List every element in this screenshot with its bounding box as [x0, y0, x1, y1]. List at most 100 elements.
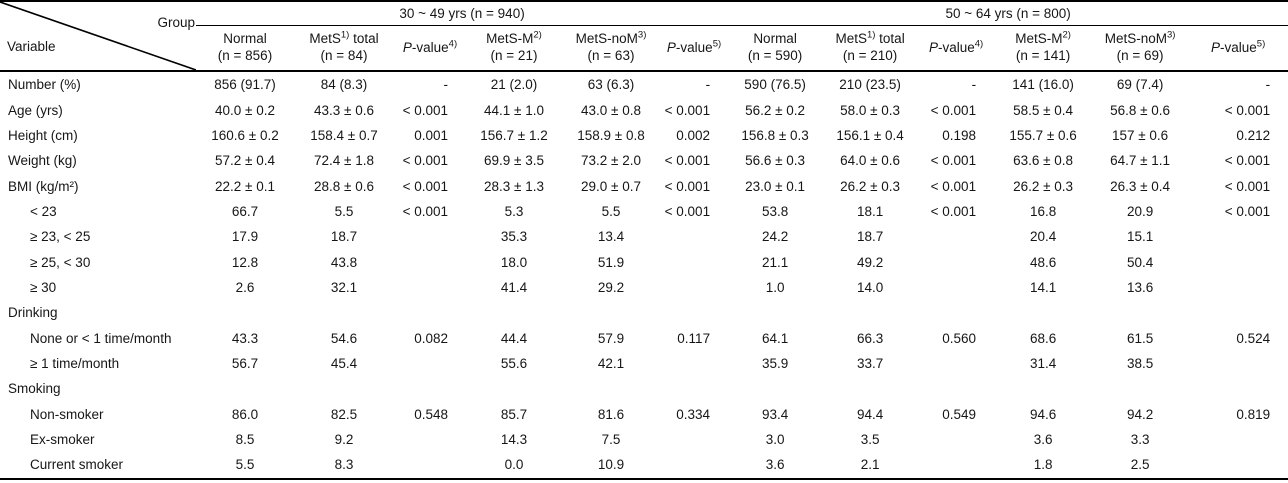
value-cell: 22.2 ± 0.1 — [215, 178, 275, 194]
p-value-cell: < 0.001 — [402, 203, 448, 219]
row-label: ≥ 30 — [30, 279, 57, 295]
value-cell: 20.9 — [1126, 203, 1154, 219]
p-value-cell — [660, 376, 728, 401]
p-value-cell — [394, 351, 466, 376]
value-cell: 9.2 — [334, 431, 354, 447]
p-value-cell — [1188, 427, 1288, 452]
value-cell: 69.9 ± 3.5 — [484, 153, 544, 169]
p-value-cell: < 0.001 — [1224, 203, 1271, 219]
p-value-cell — [918, 452, 994, 478]
value-cell: 61.5 — [1126, 330, 1154, 346]
value-cell: 5.3 — [504, 203, 524, 219]
column-header-4: MetS-noM3) (n = 63) — [562, 25, 660, 72]
value-cell: 158.4 ± 0.7 — [310, 127, 378, 143]
row-label: Age (yrs) — [8, 102, 63, 118]
table-row: Non-smoker 86.0 82.5 0.548 85.7 81.6 0.334 93.4… — [0, 401, 1288, 426]
value-cell — [196, 300, 294, 325]
column-header-3: MetS-M2) (n = 21) — [466, 25, 562, 72]
value-cell: 40.0 ± 0.2 — [215, 102, 275, 118]
value-cell — [994, 300, 1092, 325]
row-label: Current smoker — [30, 457, 124, 473]
value-cell: 8.5 — [235, 431, 255, 447]
value-cell: 155.7 ± 0.6 — [1009, 127, 1077, 143]
table-row: Current smoker 5.5 8.3 0.0 10.9 3.6 2.1 1.8 2.5 — [0, 452, 1288, 478]
column-header-row: Normal (n = 856) MetS1) total (n = 84) P-val… — [0, 25, 1288, 72]
value-cell: 160.6 ± 0.2 — [211, 127, 279, 143]
column-header-10: MetS-noM3) (n = 69) — [1092, 25, 1189, 72]
value-cell: 55.6 — [500, 355, 528, 371]
p-value-cell — [918, 224, 994, 249]
value-cell: 5.5 — [235, 457, 255, 473]
p-value-cell: - — [971, 77, 977, 93]
diagonal-divider — [0, 2, 196, 69]
value-cell: 41.4 — [500, 279, 528, 295]
column-header-5: P-value5) — [660, 25, 729, 72]
value-cell: 13.4 — [597, 229, 625, 245]
value-cell: 43.3 ± 0.6 — [314, 102, 374, 118]
value-cell: 14.3 — [500, 431, 528, 447]
value-cell: 3.6 — [765, 457, 785, 473]
value-cell: 84 (8.3) — [320, 77, 368, 93]
table-row: Age (yrs) 40.0 ± 0.2 43.3 ± 0.6 < 0.001 44.1… — [0, 97, 1288, 122]
value-cell: 81.6 — [597, 406, 625, 422]
value-cell: 63 (6.3) — [587, 77, 635, 93]
column-header-1: MetS1) total (n = 84) — [294, 25, 394, 72]
table-row: < 23 66.7 5.5 < 0.001 5.3 5.5 < 0.001 53.8 18.1 <… — [0, 199, 1288, 224]
column-header-0: Normal (n = 856) — [196, 25, 294, 72]
p-value-cell — [660, 224, 728, 249]
p-value-cell: 0.001 — [414, 127, 448, 143]
table-row: Height (cm) 160.6 ± 0.2 158.4 ± 0.7 0.001 15… — [0, 123, 1288, 148]
value-cell: 3.5 — [860, 431, 880, 447]
row-label: ≥ 23, < 25 — [30, 229, 91, 245]
value-cell — [728, 300, 822, 325]
p-value-cell — [660, 249, 728, 274]
value-cell: 51.9 — [597, 254, 625, 270]
row-label: ≥ 1 time/month — [30, 355, 120, 371]
value-cell: 20.4 — [1029, 229, 1057, 245]
row-label: Smoking — [8, 381, 61, 397]
value-cell: 18.0 — [500, 254, 528, 270]
table-row: ≥ 25, < 30 12.8 43.8 18.0 51.9 21.1 49.2 48.6 50… — [0, 249, 1288, 274]
value-cell: 56.2 ± 0.2 — [745, 102, 806, 118]
table-row: Number (%) 856 (91.7) 84 (8.3) - 21 (2.0) 63 … — [0, 71, 1288, 97]
value-cell: 856 (91.7) — [214, 77, 276, 93]
value-cell — [1092, 300, 1188, 325]
p-value-cell: 0.548 — [414, 406, 448, 422]
p-value-cell: 0.334 — [676, 406, 711, 422]
value-cell: 29.2 — [597, 279, 625, 295]
table-row: ≥ 23, < 25 17.9 18.7 35.3 13.4 24.2 18.7 20.4 15… — [0, 224, 1288, 249]
value-cell: 2.5 — [1130, 457, 1150, 473]
p-value-cell — [394, 224, 466, 249]
value-cell: 43.8 — [330, 254, 358, 270]
value-cell: 1.0 — [765, 279, 785, 295]
value-cell: 10.9 — [597, 457, 625, 473]
value-cell: 156.8 ± 0.3 — [741, 127, 809, 143]
column-header-line1: P-value5) — [666, 38, 722, 55]
p-value-cell: < 0.001 — [930, 102, 977, 118]
value-cell: 28.8 ± 0.6 — [314, 178, 374, 194]
value-cell: 158.9 ± 0.8 — [577, 127, 645, 143]
p-value-cell — [1188, 300, 1288, 325]
table-row: ≥ 1 time/month 56.7 45.4 55.6 42.1 35.9 33.7 31… — [0, 351, 1288, 376]
value-cell: 24.2 — [761, 229, 789, 245]
value-cell: 94.2 — [1126, 406, 1154, 422]
p-value-cell — [394, 300, 466, 325]
value-cell — [728, 376, 822, 401]
p-value-cell — [918, 427, 994, 452]
p-value-cell: < 0.001 — [664, 102, 711, 118]
value-cell: 64.0 ± 0.6 — [840, 153, 901, 169]
p-value-cell — [660, 427, 728, 452]
value-cell — [466, 300, 562, 325]
row-label: Weight (kg) — [8, 153, 77, 169]
row-label: BMI (kg/m²) — [8, 178, 79, 194]
corner-group-label: Group — [157, 15, 195, 30]
column-header-line2: (n = 210) — [842, 48, 898, 63]
value-cell: 38.5 — [1126, 355, 1154, 371]
value-cell: 29.0 ± 0.7 — [581, 178, 641, 194]
value-cell: 43.3 — [231, 330, 259, 346]
value-cell: 64.1 — [761, 330, 789, 346]
value-cell: 590 (76.5) — [744, 77, 806, 93]
value-cell: 3.0 — [765, 431, 785, 447]
value-cell: 31.4 — [1029, 355, 1057, 371]
